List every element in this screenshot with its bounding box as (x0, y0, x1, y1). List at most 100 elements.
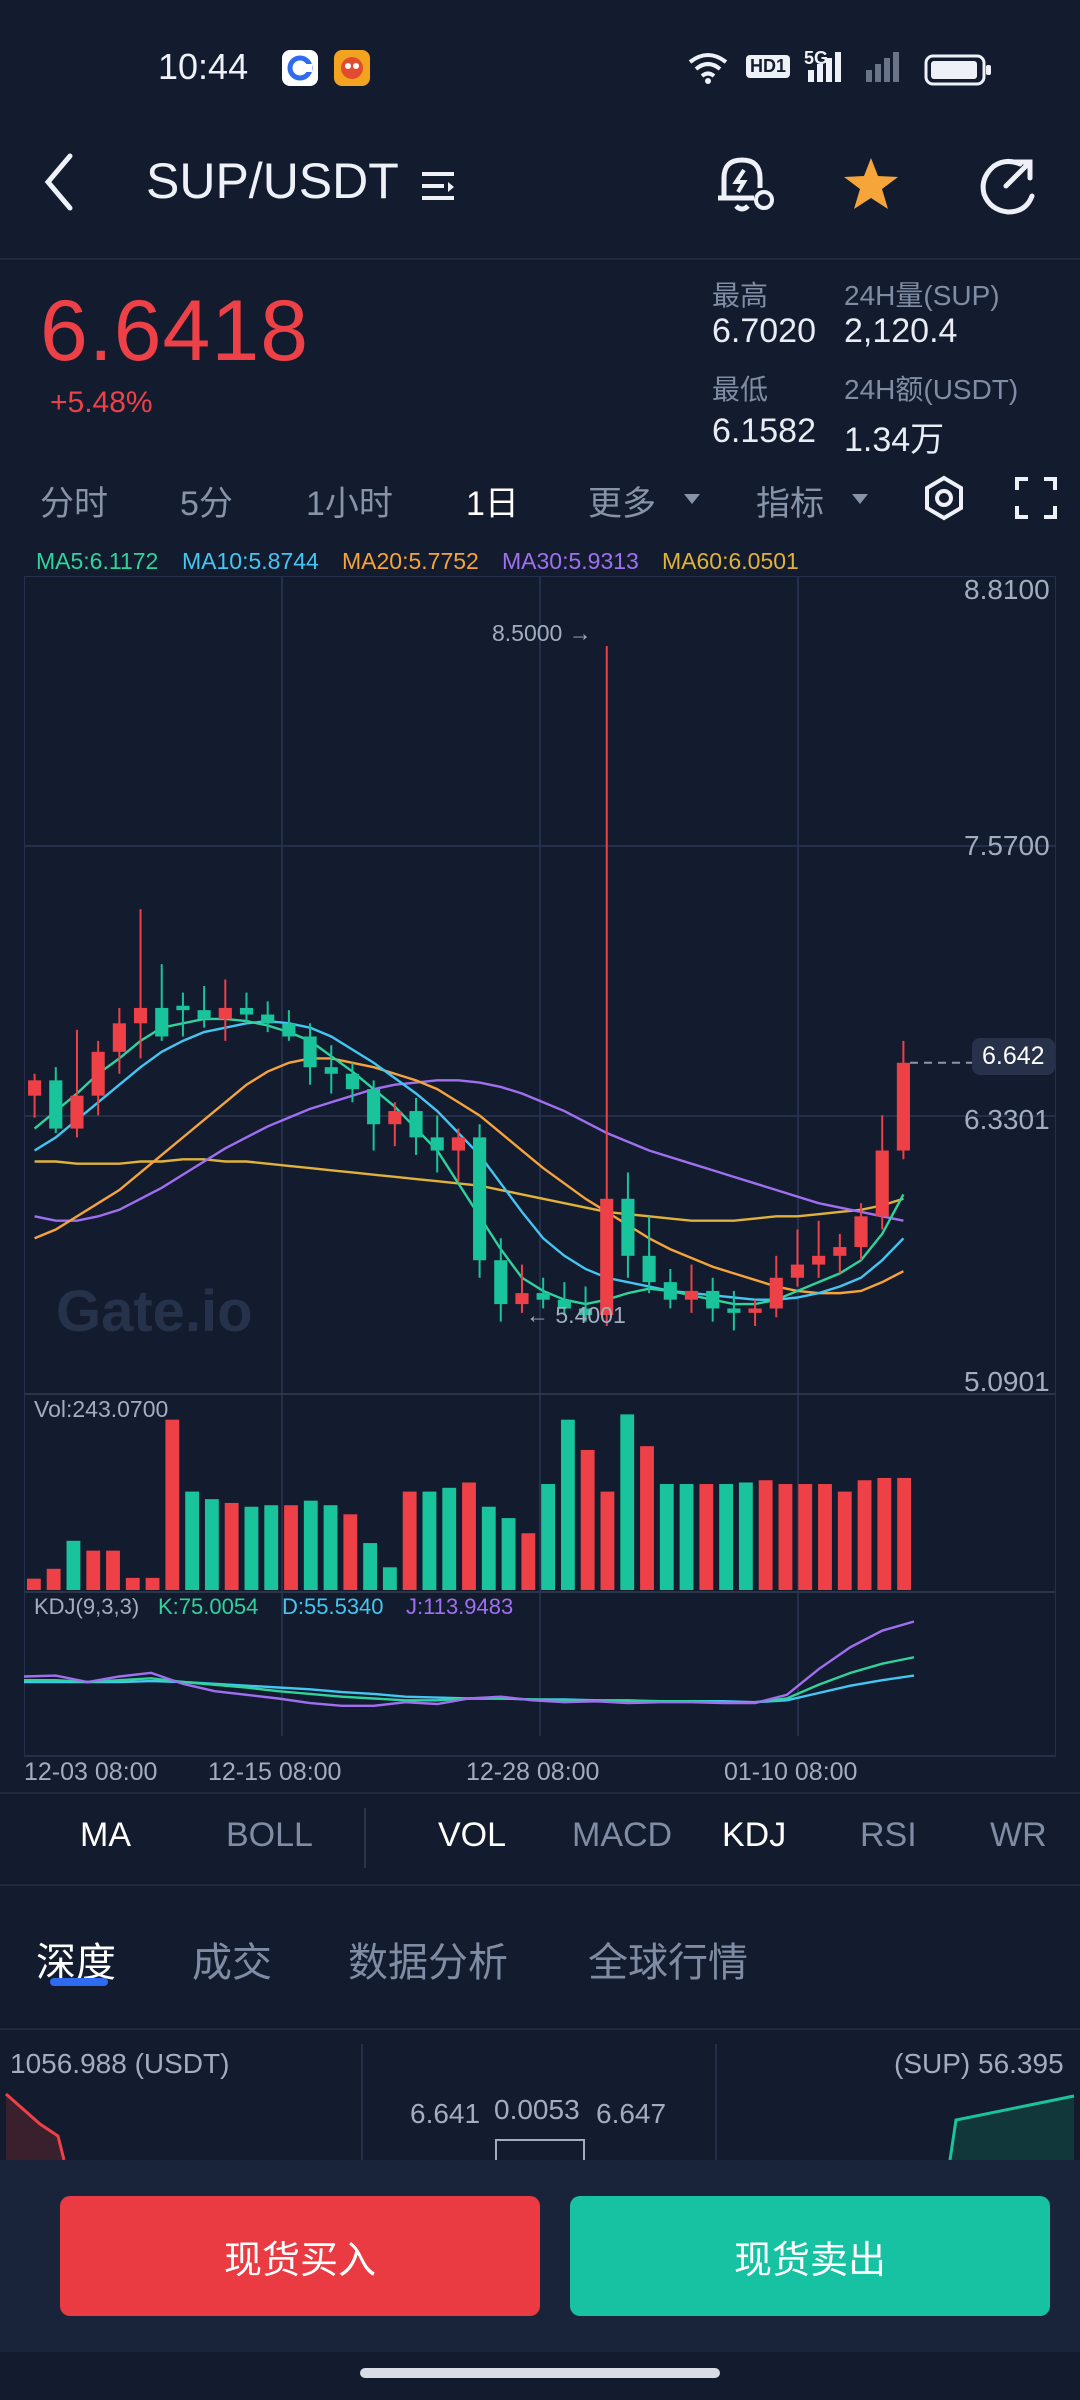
kdj-j-line (24, 1620, 915, 1708)
y-axis-label-2: 7.5700 (964, 830, 1050, 861)
candle-body (324, 1067, 338, 1074)
candle-body (663, 1282, 677, 1300)
battery-icon (924, 54, 994, 91)
high-value: 6.7020 (712, 312, 816, 350)
tab-timeline[interactable]: 分时 (40, 485, 108, 523)
ma30-legend: MA30:5.9313 (502, 548, 639, 574)
back-button[interactable] (40, 152, 80, 212)
indicator-tab-boll[interactable]: BOLL (226, 1816, 313, 1854)
candle-body (49, 1080, 63, 1129)
low-label: 最低 (712, 374, 769, 405)
candle-body (896, 1062, 910, 1151)
depth-left-total: 1056.988 (USDT) (10, 2048, 230, 2079)
section-tab-global[interactable]: 全球行情 (588, 1941, 748, 1985)
more-dropdown-icon (682, 492, 702, 511)
candle-body (197, 1010, 211, 1019)
volume-bar (857, 1480, 872, 1590)
volume-bar (244, 1506, 259, 1590)
depth-bid-price: 6.641 (410, 2098, 481, 2129)
kline-chart[interactable] (24, 576, 1056, 1788)
section-tab-trades[interactable]: 成交 (192, 1941, 272, 1985)
candle-body (812, 1255, 826, 1265)
indicator-tab-ma[interactable]: MA (80, 1816, 131, 1854)
depth-ask-price: 6.647 (596, 2098, 667, 2129)
high-marker: 8.5000 → (492, 620, 592, 646)
price-alert-icon[interactable] (710, 150, 776, 221)
section-tab-analysis[interactable]: 数据分析 (348, 1941, 508, 1985)
volume-bar (382, 1567, 397, 1590)
candle-body (133, 1007, 148, 1024)
candle-body (621, 1198, 635, 1256)
candle-body (155, 1007, 169, 1037)
volume-bar (798, 1484, 813, 1590)
signal-icon-2 (864, 52, 912, 87)
volume-24h-label: 24H量(SUP) (844, 280, 1000, 311)
candle-body (70, 1095, 84, 1129)
kdj-d-value: D:55.5340 (282, 1594, 384, 1619)
volume-bar (323, 1505, 338, 1590)
tab-indicators[interactable]: 指标 (756, 485, 824, 523)
kdj-label: KDJ(9,3,3) (34, 1594, 140, 1619)
volume-bar (640, 1446, 654, 1590)
candle-body (854, 1216, 868, 1248)
volume-bar (26, 1578, 41, 1590)
candle-body (239, 1007, 254, 1015)
indicator-tab-vol[interactable]: VOL (438, 1816, 507, 1854)
kdj-k-value: K:75.0054 (158, 1594, 259, 1619)
chart-frame (24, 576, 1056, 1757)
pair-menu-icon[interactable] (420, 170, 456, 207)
candle-body (451, 1137, 465, 1151)
current-price-tag: 6.642 (972, 1038, 1055, 1075)
volume-bar (66, 1540, 81, 1590)
x-tick-1: 12-03 08:00 (24, 1758, 158, 1786)
volume-bar (877, 1477, 892, 1590)
candle-body (557, 1299, 571, 1309)
tab-more[interactable]: 更多 (588, 485, 656, 523)
tab-1hour[interactable]: 1小时 (306, 485, 393, 523)
volume-bar (778, 1484, 793, 1590)
price-change: +5.48% (50, 386, 153, 419)
chart-settings-icon[interactable] (920, 474, 968, 527)
candle-body (409, 1111, 423, 1138)
candle-body (473, 1137, 487, 1261)
spot-sell-button[interactable]: 现货卖出 (570, 2196, 1050, 2316)
volume-bar (165, 1419, 180, 1590)
volume-24h-value: 2,120.4 (844, 312, 958, 350)
indicator-separator (364, 1808, 366, 1868)
game-app-icon (334, 50, 370, 86)
share-icon[interactable] (976, 154, 1038, 221)
volume-bar (303, 1500, 318, 1590)
volume-bar (145, 1577, 160, 1590)
candle-body (261, 1014, 275, 1024)
hd-badge: HD1 (746, 55, 791, 78)
candle-body (600, 1198, 614, 1316)
indicator-tab-rsi[interactable]: RSI (860, 1816, 917, 1854)
depth-spread: 0.0053 (494, 2094, 580, 2125)
fullscreen-icon[interactable] (1014, 476, 1058, 525)
tab-1day[interactable]: 1日 (466, 485, 519, 523)
x-tick-2: 12-15 08:00 (208, 1758, 342, 1786)
indicator-tab-macd[interactable]: MACD (572, 1816, 673, 1854)
pair-title[interactable]: SUP/USDT (146, 153, 399, 209)
volume-bar (580, 1449, 595, 1590)
indicator-tab-wr[interactable]: WR (990, 1816, 1047, 1854)
volume-bar (620, 1414, 635, 1590)
section-tab-depth[interactable]: 深度 (36, 1941, 116, 1985)
volume-bar (818, 1484, 832, 1590)
indicator-tab-kdj[interactable]: KDJ (722, 1816, 787, 1854)
ma30-line (34, 1079, 904, 1222)
favorite-star-icon[interactable] (842, 156, 900, 217)
section-tab-indicator (50, 1978, 108, 1986)
ma5-legend: MA5:6.1172 (36, 548, 159, 574)
volume-bar (125, 1577, 140, 1590)
low-value: 6.1582 (712, 412, 816, 450)
candle-body (684, 1290, 699, 1300)
candle-body (833, 1247, 847, 1256)
candle-body (578, 1308, 593, 1316)
tab-5min[interactable]: 5分 (180, 485, 233, 523)
volume-bar (699, 1484, 714, 1590)
home-indicator[interactable] (360, 2368, 720, 2378)
volume-bar (541, 1484, 556, 1590)
spot-buy-button[interactable]: 现货买入 (60, 2196, 540, 2316)
candle-body (91, 1051, 105, 1096)
